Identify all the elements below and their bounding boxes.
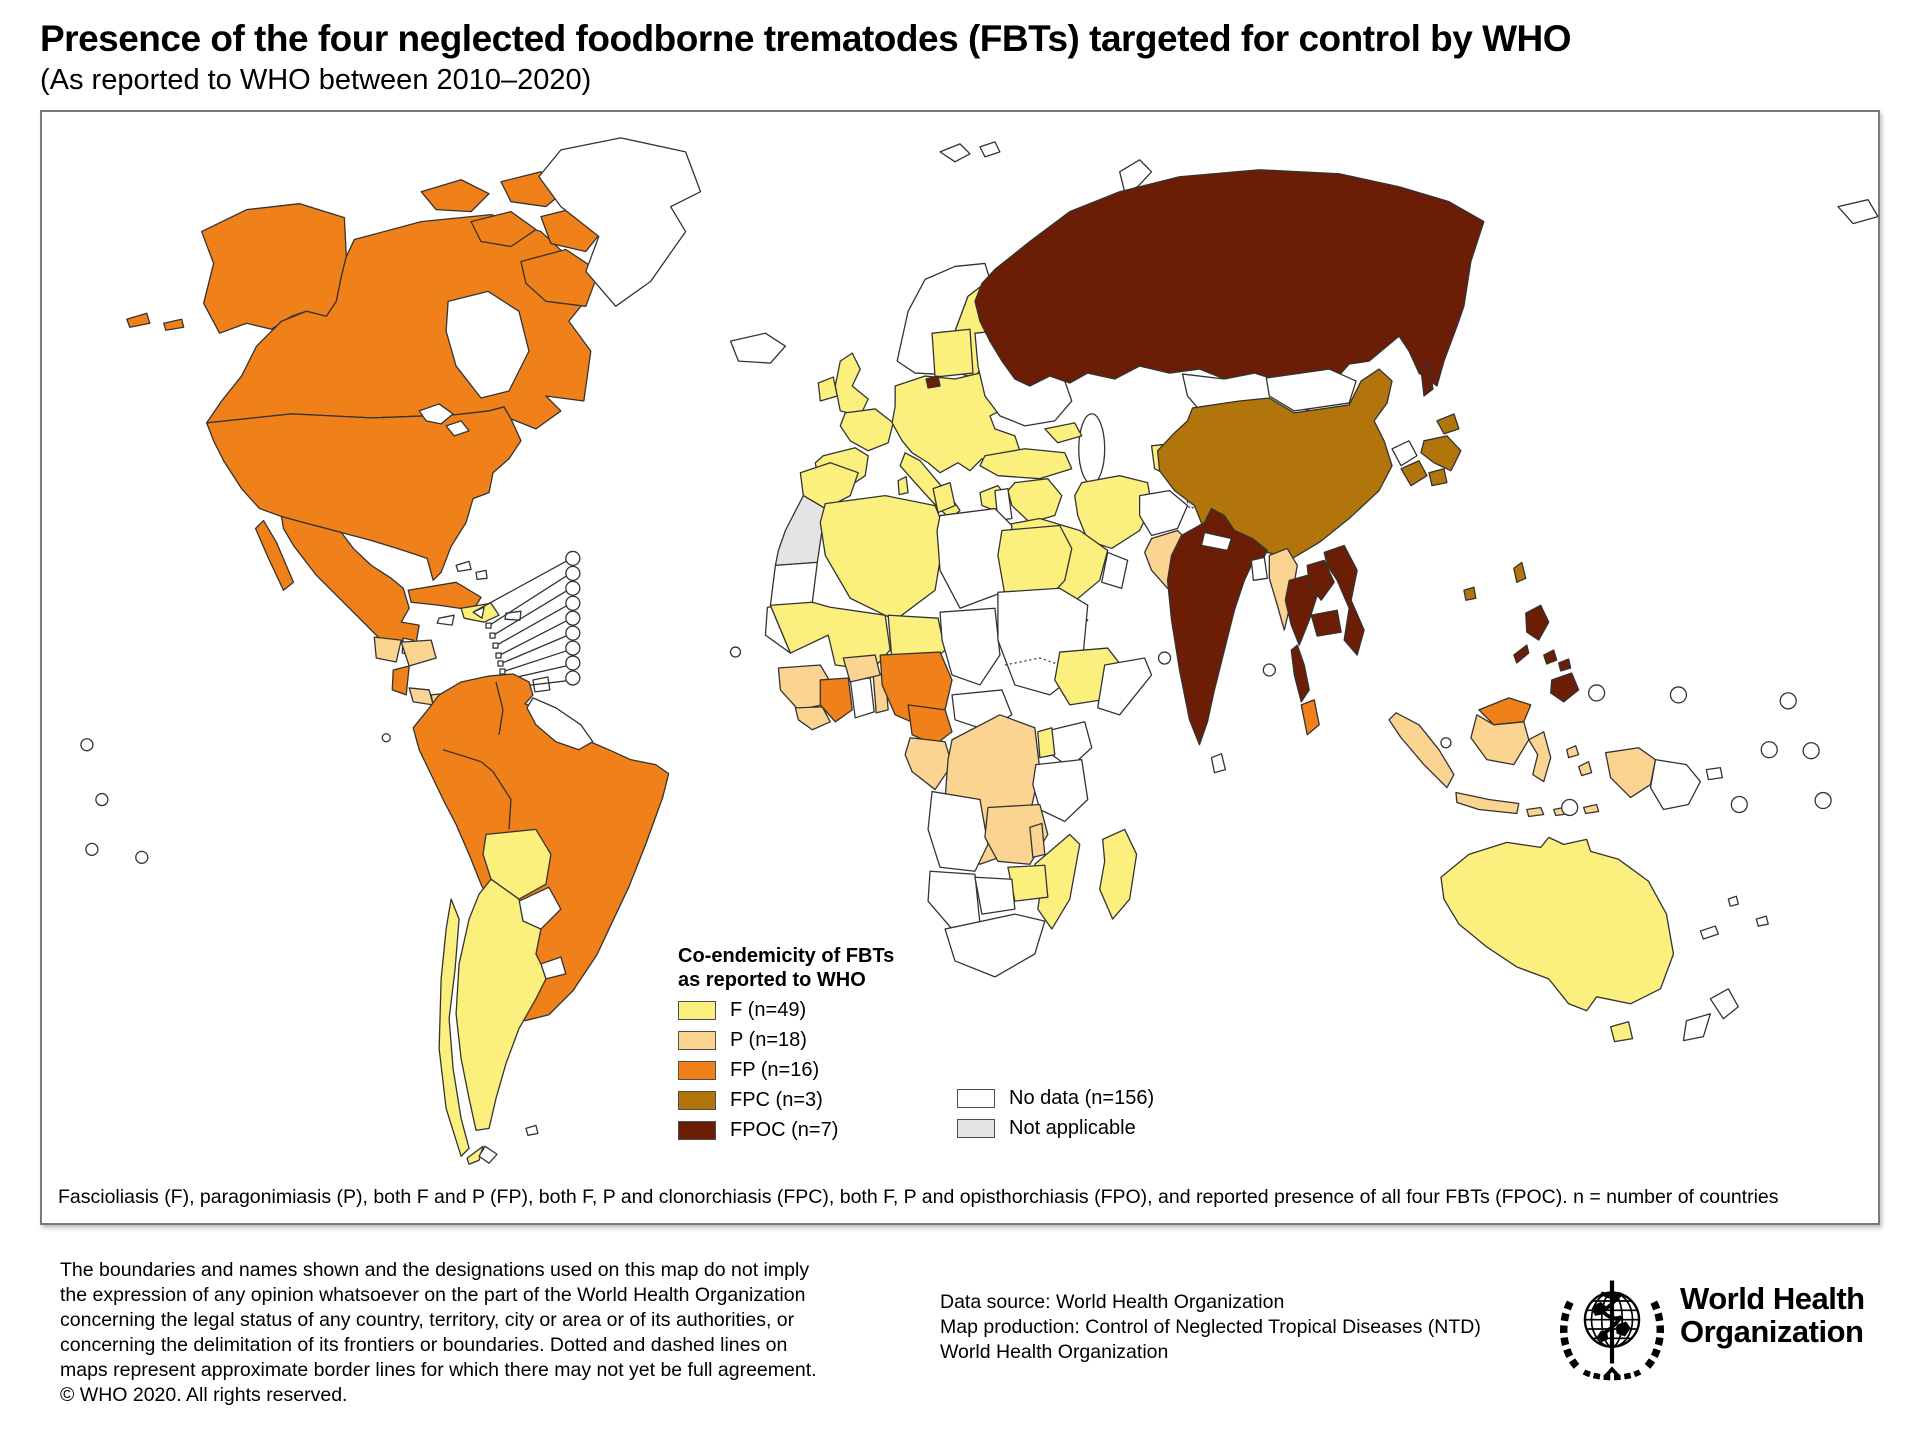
legend-item-p: P (n=18) [678, 1025, 838, 1055]
map-region-group-africa [729, 462, 1153, 978]
map-legend-secondary: No data (n=156) Not applicable [957, 1083, 1154, 1143]
legend-item-fpoc: FPOC (n=7) [678, 1115, 838, 1145]
disclaimer-text: The boundaries and names shown and the d… [60, 1259, 817, 1406]
who-logo: World Health Organization [1556, 1270, 1865, 1388]
map-region-group-russia [974, 169, 1878, 397]
who-emblem-icon [1560, 1280, 1664, 1381]
page-title: Presence of the four neglected foodborne… [40, 18, 1572, 59]
world-map [80, 137, 1878, 1165]
map-footnote: Fascioliasis (F), paragonimiasis (P), bo… [58, 1186, 1779, 1208]
page-subtitle: (As reported to WHO between 2010–2020) [40, 64, 592, 96]
legend-swatch-p [678, 1030, 716, 1050]
map-region-group-oceania [80, 651, 1832, 1043]
legend-item-f: F (n=49) [678, 995, 838, 1025]
credits-text: Data source: World Health Organization M… [940, 1291, 1481, 1363]
map-legend: F (n=49) P (n=18) FP (n=16) FPC (n=3) FP… [678, 995, 838, 1145]
footer: The boundaries and names shown and the d… [0, 1240, 1920, 1440]
map-region-group-south-america [381, 673, 670, 1165]
legend-swatch-fpc [678, 1090, 716, 1110]
who-logo-text: World Health Organization [1680, 1281, 1865, 1349]
map-frame: Co-endemicity of FBTs as reported to WHO… [40, 110, 1880, 1225]
legend-swatch-nodata [957, 1088, 995, 1108]
legend-item-na: Not applicable [957, 1113, 1154, 1143]
legend-swatch-fpoc [678, 1120, 716, 1140]
legend-swatch-f [678, 1000, 716, 1020]
legend-item-fpc: FPC (n=3) [678, 1085, 838, 1115]
legend-item-fp: FP (n=16) [678, 1055, 838, 1085]
map-region-group-east-asia [1156, 368, 1723, 818]
map-legend-title: Co-endemicity of FBTs as reported to WHO [678, 945, 895, 991]
legend-swatch-na [957, 1118, 995, 1138]
legend-item-nodata: No data (n=156) [957, 1083, 1154, 1113]
map-region-group-north-america [126, 171, 607, 646]
legend-swatch-fp [678, 1060, 716, 1080]
